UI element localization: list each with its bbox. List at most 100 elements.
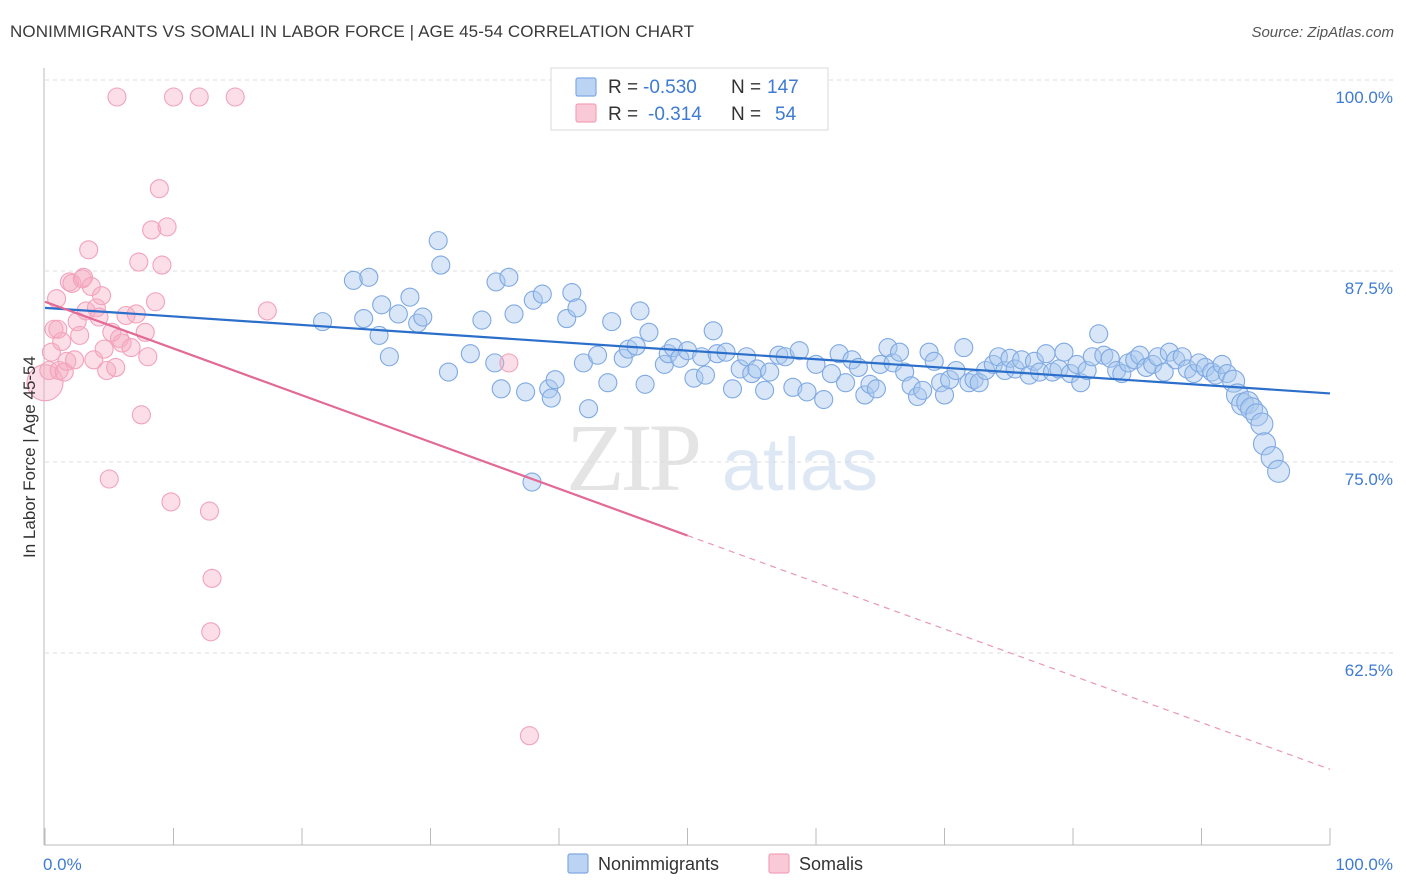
point-somalis-17 bbox=[79, 240, 99, 260]
point-somalis-6 bbox=[52, 331, 72, 352]
point-somalis-47 bbox=[201, 622, 221, 642]
y-tick-label-0: 100.0% bbox=[1335, 88, 1393, 107]
y-tick-label-3: 62.5% bbox=[1345, 661, 1393, 680]
point-somalis-46 bbox=[202, 568, 222, 588]
point-somalis-49 bbox=[257, 301, 277, 321]
stats-n-value-0: 147 bbox=[767, 77, 799, 98]
point-nonimmigrants-91 bbox=[969, 373, 989, 393]
point-nonimmigrants-2 bbox=[359, 267, 379, 287]
series-somalis bbox=[26, 87, 539, 746]
point-nonimmigrants-111 bbox=[1089, 324, 1109, 344]
point-nonimmigrants-75 bbox=[878, 338, 898, 358]
point-nonimmigrants-5 bbox=[372, 295, 392, 315]
point-somalis-48 bbox=[225, 87, 245, 107]
point-nonimmigrants-108 bbox=[1071, 373, 1091, 393]
trend-extension-1 bbox=[687, 534, 1331, 770]
point-somalis-44 bbox=[189, 87, 209, 107]
point-somalis-22 bbox=[91, 286, 112, 306]
point-nonimmigrants-66 bbox=[821, 364, 841, 384]
point-nonimmigrants-52 bbox=[722, 379, 743, 399]
point-somalis-41 bbox=[157, 217, 177, 237]
point-nonimmigrants-61 bbox=[783, 377, 803, 397]
point-nonimmigrants-46 bbox=[684, 368, 704, 388]
point-nonimmigrants-20 bbox=[504, 304, 524, 324]
series-legend: Nonimmigrants Somalis bbox=[567, 853, 863, 874]
point-nonimmigrants-71 bbox=[855, 385, 875, 405]
axes bbox=[43, 68, 1331, 846]
point-nonimmigrants-48 bbox=[695, 365, 716, 385]
point-nonimmigrants-113 bbox=[1100, 348, 1120, 368]
point-nonimmigrants-13 bbox=[438, 362, 459, 382]
point-nonimmigrants-25 bbox=[541, 388, 561, 408]
point-nonimmigrants-57 bbox=[755, 380, 775, 400]
point-nonimmigrants-58 bbox=[760, 362, 780, 382]
trend-lines bbox=[44, 300, 1331, 770]
point-nonimmigrants-39 bbox=[635, 374, 655, 394]
point-somalis-1 bbox=[39, 360, 59, 381]
point-somalis-53 bbox=[48, 319, 68, 339]
legend-label-somalis: Somalis bbox=[799, 854, 863, 874]
point-nonimmigrants-0 bbox=[313, 312, 333, 332]
stats-swatch-somalis bbox=[575, 103, 597, 123]
trend-line-1 bbox=[44, 300, 688, 537]
point-somalis-25 bbox=[99, 469, 119, 489]
point-somalis-40 bbox=[152, 255, 172, 275]
source-label: Source: ZipAtlas.com bbox=[1251, 24, 1394, 41]
point-nonimmigrants-6 bbox=[379, 347, 399, 367]
point-somalis-45 bbox=[199, 501, 220, 521]
point-somalis-23 bbox=[94, 339, 114, 359]
point-somalis-50 bbox=[499, 353, 519, 373]
y-tick-label-2: 75.0% bbox=[1345, 470, 1393, 489]
point-nonimmigrants-17 bbox=[486, 272, 506, 292]
point-nonimmigrants-88 bbox=[954, 338, 974, 358]
point-somalis-33 bbox=[129, 252, 149, 272]
point-nonimmigrants-53 bbox=[730, 359, 750, 379]
x-tick-label-right: 100.0% bbox=[1335, 855, 1393, 874]
point-nonimmigrants-31 bbox=[579, 399, 599, 419]
point-nonimmigrants-77 bbox=[889, 342, 910, 362]
stats-r-label-0: R = bbox=[608, 77, 638, 98]
trend-line-0 bbox=[44, 306, 1331, 395]
point-nonimmigrants-143 bbox=[1267, 459, 1291, 483]
point-nonimmigrants-29 bbox=[567, 298, 587, 318]
point-nonimmigrants-16 bbox=[485, 353, 505, 373]
point-nonimmigrants-80 bbox=[907, 386, 928, 407]
point-somalis-8 bbox=[57, 351, 77, 371]
point-nonimmigrants-43 bbox=[663, 338, 683, 358]
point-nonimmigrants-38 bbox=[630, 301, 650, 321]
point-nonimmigrants-1 bbox=[343, 270, 363, 290]
point-somalis-38 bbox=[145, 292, 166, 312]
point-nonimmigrants-140 bbox=[1250, 412, 1274, 436]
point-nonimmigrants-49 bbox=[703, 321, 723, 341]
point-nonimmigrants-19 bbox=[499, 267, 519, 287]
legend-swatch-nonimmigrants bbox=[567, 853, 589, 874]
point-nonimmigrants-12 bbox=[431, 255, 451, 275]
point-nonimmigrants-21 bbox=[516, 382, 536, 402]
point-nonimmigrants-63 bbox=[797, 382, 817, 402]
point-nonimmigrants-141 bbox=[1252, 432, 1277, 456]
point-nonimmigrants-34 bbox=[602, 312, 622, 332]
point-nonimmigrants-11 bbox=[428, 231, 448, 251]
point-nonimmigrants-3 bbox=[354, 309, 374, 329]
point-nonimmigrants-62 bbox=[789, 341, 809, 361]
point-nonimmigrants-35 bbox=[613, 348, 633, 368]
point-somalis-39 bbox=[149, 179, 169, 199]
point-nonimmigrants-23 bbox=[532, 284, 552, 304]
stats-legend: R = -0.530 N = 147 R = -0.314 N = 54 bbox=[550, 67, 829, 131]
point-somalis-29 bbox=[112, 333, 132, 353]
point-nonimmigrants-15 bbox=[472, 310, 492, 330]
point-nonimmigrants-33 bbox=[598, 373, 618, 393]
point-somalis-52 bbox=[107, 87, 127, 107]
point-nonimmigrants-142 bbox=[1260, 446, 1284, 470]
point-somalis-27 bbox=[106, 357, 126, 378]
point-somalis-31 bbox=[121, 338, 141, 358]
point-nonimmigrants-36 bbox=[618, 339, 638, 359]
point-nonimmigrants-40 bbox=[639, 322, 659, 342]
y-tick-labels: 100.0% 87.5% 75.0% 62.5% bbox=[1335, 88, 1393, 680]
chart-title: NONIMMIGRANTS VS SOMALI IN LABOR FORCE |… bbox=[10, 22, 695, 41]
stats-swatch-nonimmigrants bbox=[575, 77, 597, 97]
point-nonimmigrants-26 bbox=[545, 370, 565, 390]
point-nonimmigrants-100 bbox=[1024, 351, 1044, 371]
point-nonimmigrants-107 bbox=[1067, 354, 1087, 374]
point-nonimmigrants-18 bbox=[491, 379, 511, 399]
